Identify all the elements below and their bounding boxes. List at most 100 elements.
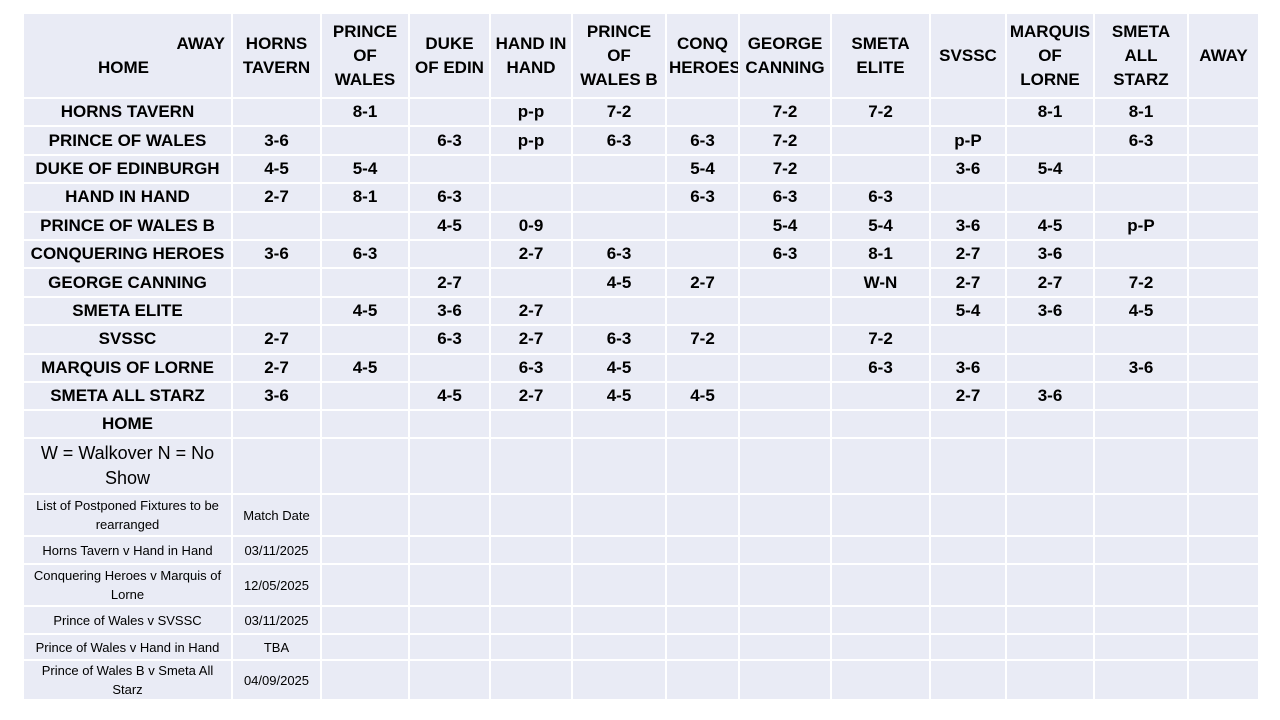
empty-cell: [231, 437, 322, 496]
score-cell: 6-3: [738, 238, 832, 270]
score-cell: 6-3: [1093, 125, 1189, 156]
empty-cell: [231, 409, 322, 440]
home-team-label: SMETA ELITE: [22, 295, 233, 327]
score-cell: 2-7: [665, 267, 740, 298]
score-cell: 7-2: [830, 96, 931, 128]
empty-cell: [489, 633, 573, 662]
score-cell: [1005, 125, 1095, 156]
score-cell: 6-3: [571, 125, 667, 156]
empty-cell: [1187, 633, 1260, 662]
score-cell: 5-4: [320, 153, 410, 185]
empty-cell: [830, 605, 931, 636]
empty-cell: [320, 563, 410, 608]
score-cell: [738, 380, 832, 412]
score-cell: 6-3: [408, 324, 491, 355]
postponed-heading: List of Postponed Fixtures to be rearran…: [22, 493, 233, 538]
col-header-prince-of-wales: PRINCE OF WALES: [320, 12, 410, 99]
score-cell: [665, 96, 740, 128]
corner-home-label: HOME: [98, 58, 149, 77]
empty-cell: [1187, 437, 1260, 496]
score-cell: 4-5: [1093, 295, 1189, 327]
score-cell: [1187, 153, 1260, 185]
score-cell: [1093, 238, 1189, 270]
empty-cell: [1187, 563, 1260, 608]
postponed-fixture-row: Horns Tavern v Hand in Hand 03/11/2025: [22, 535, 1260, 566]
empty-cell: [830, 535, 931, 566]
empty-cell: [1093, 409, 1189, 440]
postponed-fixture-date: 12/05/2025: [231, 563, 322, 608]
score-cell: 7-2: [738, 153, 832, 185]
score-cell: 5-4: [665, 153, 740, 185]
score-cell: p-p: [489, 96, 573, 128]
empty-cell: [1093, 605, 1189, 636]
score-cell: 8-1: [320, 182, 410, 213]
score-cell: [830, 295, 931, 327]
score-cell: [738, 324, 832, 355]
score-cell: 2-7: [408, 267, 491, 298]
score-cell: [1187, 238, 1260, 270]
score-cell: [1187, 380, 1260, 412]
score-cell: 6-3: [665, 182, 740, 213]
score-cell: [1093, 153, 1189, 185]
score-cell: 2-7: [489, 238, 573, 270]
empty-cell: [408, 535, 491, 566]
empty-cell: [665, 437, 740, 496]
score-cell: [1187, 267, 1260, 298]
empty-cell: [1005, 437, 1095, 496]
score-cell: [830, 153, 931, 185]
score-cell: 8-1: [320, 96, 410, 128]
results-grid: AWAY HOME HORNS TAVERN PRINCE OF WALES D…: [22, 12, 1260, 702]
score-cell: 3-6: [1005, 380, 1095, 412]
empty-cell: [830, 659, 931, 702]
col-header-conq-heroes: CONQ HEROES: [665, 12, 740, 99]
score-cell: [320, 267, 410, 298]
score-cell: [929, 182, 1007, 213]
score-cell: 2-7: [489, 324, 573, 355]
score-cell: [231, 295, 322, 327]
empty-cell: [320, 437, 410, 496]
score-cell: 4-5: [1005, 210, 1095, 241]
empty-cell: [571, 605, 667, 636]
empty-cell: [1187, 605, 1260, 636]
score-cell: 6-3: [408, 182, 491, 213]
empty-cell: [738, 437, 832, 496]
score-cell: [320, 324, 410, 355]
home-team-label: CONQUERING HEROES: [22, 238, 233, 270]
empty-cell: [738, 659, 832, 702]
score-cell: [665, 210, 740, 241]
table-row: SMETA ALL STARZ 3-6 4-5 2-7 4-5 4-5 2-7 3-6: [22, 380, 1260, 412]
score-cell: 8-1: [830, 238, 931, 270]
score-cell: 3-6: [929, 210, 1007, 241]
table-row: HORNS TAVERN 8-1 p-p 7-2 7-2 7-2 8-1 8-1: [22, 96, 1260, 128]
score-cell: 5-4: [738, 210, 832, 241]
score-cell: 6-3: [830, 352, 931, 383]
table-row: GEORGE CANNING 2-7 4-5 2-7 W-N 2-7 2-7 7-2: [22, 267, 1260, 298]
home-team-label: PRINCE OF WALES: [22, 125, 233, 156]
score-cell: 4-5: [571, 267, 667, 298]
score-cell: 5-4: [929, 295, 1007, 327]
score-cell: [1187, 295, 1260, 327]
col-header-svssc: SVSSC: [929, 12, 1007, 99]
score-cell: 6-3: [320, 238, 410, 270]
score-cell: 8-1: [1005, 96, 1095, 128]
score-cell: 4-5: [231, 153, 322, 185]
empty-cell: [1187, 409, 1260, 440]
score-cell: 6-3: [665, 125, 740, 156]
empty-cell: [1005, 409, 1095, 440]
empty-cell: [1005, 605, 1095, 636]
score-cell: 6-3: [408, 125, 491, 156]
empty-cell: [320, 605, 410, 636]
empty-cell: [408, 493, 491, 538]
empty-cell: [1005, 493, 1095, 538]
score-cell: [231, 96, 322, 128]
empty-cell: [320, 535, 410, 566]
table-row: PRINCE OF WALES 3-6 6-3 p-p 6-3 6-3 7-2 p-P 6-3: [22, 125, 1260, 156]
home-team-label: DUKE OF EDINBURGH: [22, 153, 233, 185]
table-row: MARQUIS OF LORNE 2-7 4-5 6-3 4-5 6-3 3-6 3-6: [22, 352, 1260, 383]
empty-cell: [929, 659, 1007, 702]
score-cell: [1093, 380, 1189, 412]
score-cell: [489, 182, 573, 213]
empty-cell: [1005, 633, 1095, 662]
empty-cell: [1187, 493, 1260, 538]
empty-cell: [738, 535, 832, 566]
